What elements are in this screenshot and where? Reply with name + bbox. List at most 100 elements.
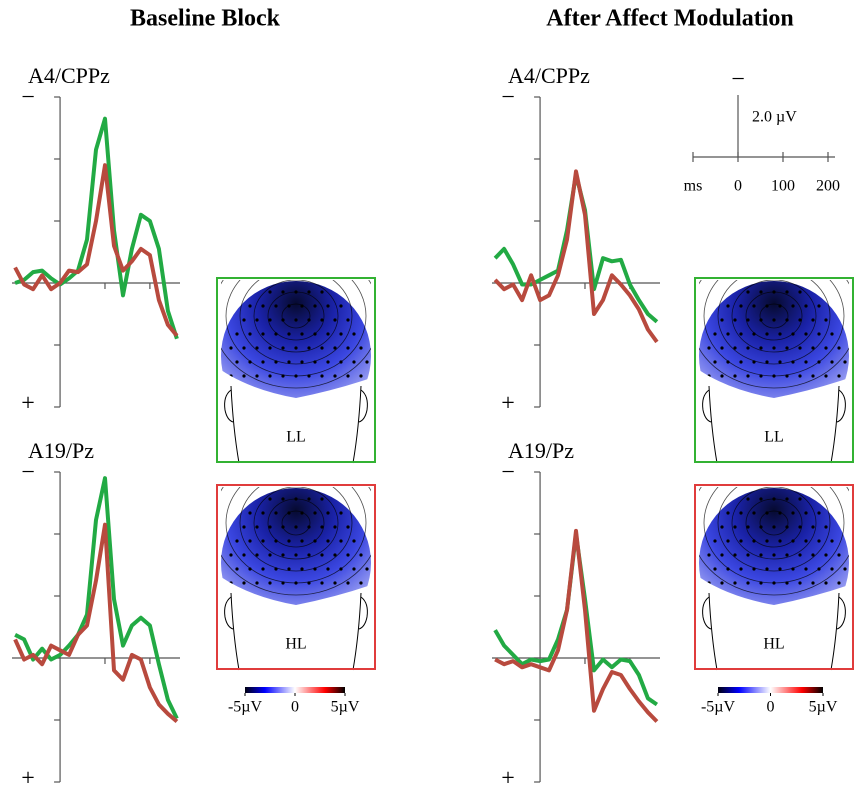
electrode (307, 374, 311, 378)
electrode (320, 553, 324, 557)
condition-label: HL (763, 636, 784, 653)
electrode (287, 304, 291, 308)
erp-line (493, 169, 659, 344)
electrode (817, 360, 821, 364)
electrode (746, 525, 750, 529)
column-title: Baseline Block (130, 6, 281, 32)
electrode (759, 525, 763, 529)
electrode (242, 374, 246, 378)
electrode (739, 304, 743, 308)
electrode (746, 318, 750, 322)
electrode (242, 525, 246, 529)
electrode (778, 332, 782, 336)
electrode (759, 581, 763, 585)
colorbar-label: 0 (767, 699, 775, 716)
electrode (772, 374, 776, 378)
electrode (313, 511, 317, 515)
electrode (281, 553, 285, 557)
electrode (733, 525, 737, 529)
electrode (791, 567, 795, 571)
contour (239, 487, 353, 572)
electrode (268, 525, 272, 529)
electrode (229, 553, 233, 557)
electrode (726, 567, 730, 571)
erp-line (13, 522, 179, 724)
ear (836, 596, 846, 630)
electrode (268, 581, 272, 585)
electrode (811, 374, 815, 378)
electrode (313, 567, 317, 571)
contour (253, 280, 339, 353)
electrode (752, 360, 756, 364)
electrode (811, 525, 815, 529)
electrode (307, 318, 311, 322)
electrode (720, 553, 724, 557)
electrode (798, 318, 802, 322)
electrode (837, 553, 841, 557)
electrode (300, 511, 304, 515)
electrode (778, 539, 782, 543)
electrode (320, 318, 324, 322)
electrode (720, 346, 724, 350)
electrode (752, 539, 756, 543)
electrode (772, 346, 776, 350)
electrode (817, 511, 821, 515)
electrode (785, 318, 789, 322)
electrode (804, 360, 808, 364)
topomap-frame (216, 484, 376, 670)
electrode (791, 360, 795, 364)
electrode (307, 346, 311, 350)
electrode (765, 567, 769, 571)
colorbar (245, 687, 345, 693)
electrode (365, 360, 369, 364)
electrode (772, 318, 776, 322)
electrode (733, 374, 737, 378)
electrode (281, 318, 285, 322)
electrode (765, 360, 769, 364)
electrode (798, 525, 802, 529)
electrode (765, 539, 769, 543)
electrode (733, 318, 737, 322)
y-bottom-label: + (501, 766, 515, 787)
electrode (765, 332, 769, 336)
electrode (255, 581, 259, 585)
colorbar (718, 687, 823, 693)
electrode (811, 581, 815, 585)
electrode (811, 318, 815, 322)
electrode (804, 511, 808, 515)
electrode (242, 318, 246, 322)
electrode (817, 304, 821, 308)
electrode (817, 539, 821, 543)
electrode (333, 318, 337, 322)
electrode (248, 539, 252, 543)
electrode (804, 567, 808, 571)
channel-label: A4/CPPz (28, 63, 110, 88)
electrode (268, 374, 272, 378)
electrode (294, 525, 298, 529)
electrode (281, 581, 285, 585)
electrode (824, 525, 828, 529)
electrode (739, 539, 743, 543)
ear (224, 596, 234, 630)
electrode (733, 553, 737, 557)
electrode (287, 539, 291, 543)
y-bottom-label: + (501, 391, 515, 417)
electrode (333, 553, 337, 557)
electrode (287, 332, 291, 336)
electrode (798, 374, 802, 378)
electrode (300, 304, 304, 308)
electrode (752, 567, 756, 571)
channel-label: A19/Pz (508, 438, 574, 463)
electrode (346, 553, 350, 557)
electrode (352, 539, 356, 543)
contour (221, 487, 371, 596)
colorbar-label: 0 (291, 699, 299, 716)
electrode (346, 581, 350, 585)
contour (731, 280, 817, 353)
electrode (713, 360, 717, 364)
electrode (739, 360, 743, 364)
electrode (326, 567, 330, 571)
y-top-label: − (501, 85, 515, 111)
topomap: LL (216, 277, 376, 464)
